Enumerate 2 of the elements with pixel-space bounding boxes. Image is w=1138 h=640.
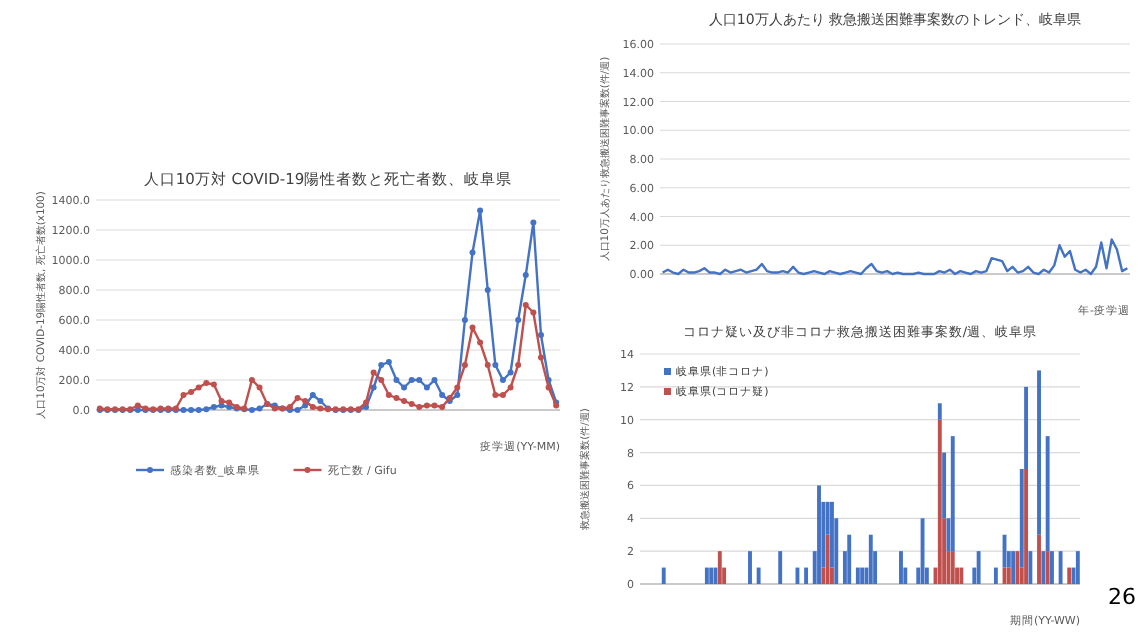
line-series (661, 238, 1129, 276)
text: 26 (1108, 584, 1136, 610)
